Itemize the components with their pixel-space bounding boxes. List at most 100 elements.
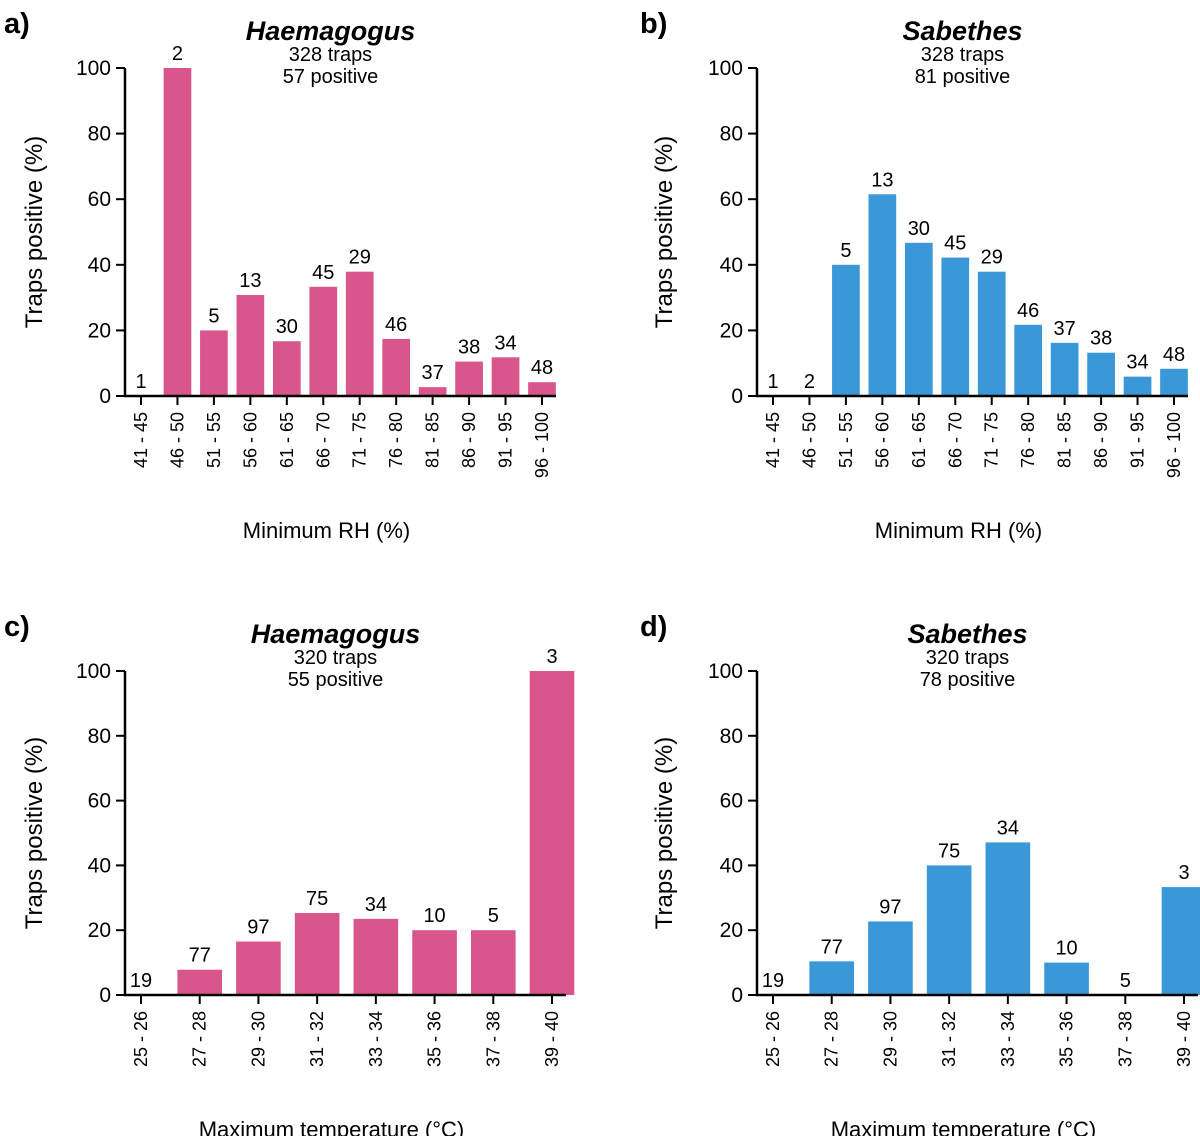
bar [382,338,411,396]
y-axis-title: Traps positive (%) [651,737,678,930]
data-label: 38 [1090,328,1112,350]
data-label: 77 [189,945,211,967]
x-tick-label: 51 - 55 [204,412,224,468]
bar [412,930,457,995]
x-tick-label: 71 - 75 [350,412,370,468]
y-tick-label: 60 [720,188,743,211]
data-label: 5 [488,905,499,927]
x-axis-title: Maximum temperature (°C) [831,1117,1097,1136]
chart-title: Haemagogus [246,16,416,46]
y-tick-label: 20 [88,919,111,942]
chart-note-line: 328 traps [289,44,372,66]
y-tick-label: 40 [88,854,111,877]
y-axis-title: Traps positive (%) [21,136,48,329]
y-tick-label: 60 [88,790,111,813]
y-tick-label: 100 [76,660,111,683]
chart-note-line: 78 positive [920,669,1016,691]
data-label: 34 [997,817,1019,839]
data-label: 97 [247,917,269,939]
x-tick-label: 33 - 34 [366,1011,386,1067]
y-tick-label: 0 [99,984,111,1007]
data-label: 77 [821,936,843,958]
x-tick-label: 96 - 100 [532,412,552,478]
data-label: 75 [306,888,328,910]
bar [353,918,399,995]
data-label: 34 [1126,352,1148,374]
bar [1050,342,1079,396]
data-label: 1 [135,371,146,393]
bar [832,264,860,396]
x-tick-label: 61 - 65 [909,412,929,468]
y-tick-label: 40 [720,854,743,877]
data-label: 37 [1054,318,1076,340]
x-tick-label: 31 - 32 [307,1011,327,1067]
y-tick-label: 60 [88,188,111,211]
x-tick-label: 86 - 90 [1091,412,1111,468]
y-tick-label: 60 [720,790,743,813]
x-tick-label: 61 - 65 [277,412,297,468]
y-tick-label: 80 [720,725,743,748]
bar [236,294,265,396]
data-label: 2 [804,371,815,393]
y-tick-label: 100 [708,57,743,80]
data-label: 19 [130,970,152,992]
x-tick-label: 41 - 45 [131,412,151,468]
bar [200,330,228,396]
bar [294,913,340,995]
data-label: 46 [1017,300,1039,322]
data-label: 75 [938,840,960,862]
bar [528,382,556,396]
bar [529,671,575,995]
y-axis-title: Traps positive (%) [651,136,678,329]
bar [345,271,374,396]
data-label: 13 [871,169,893,191]
y-tick-label: 20 [720,319,743,342]
data-label: 10 [1055,938,1077,960]
x-tick-label: 37 - 38 [483,1011,503,1067]
x-tick-label: 51 - 55 [836,412,856,468]
data-label: 5 [208,305,219,327]
bar [470,930,516,995]
x-tick-label: 76 - 80 [386,412,406,468]
bar [1160,368,1188,396]
x-tick-label: 33 - 34 [998,1011,1018,1067]
bar [904,242,933,396]
chart-note-line: 57 positive [283,66,379,88]
bar [868,194,897,396]
y-tick-label: 0 [731,984,743,1007]
x-tick-label: 41 - 45 [763,412,783,468]
data-label: 2 [172,43,183,65]
data-label: 45 [312,262,334,284]
y-tick-label: 40 [720,254,743,277]
bar [1123,376,1152,396]
x-tick-label: 91 - 95 [496,412,516,468]
data-label: 13 [239,270,261,292]
bar [418,387,447,396]
x-tick-label: 35 - 36 [425,1011,445,1067]
bar [985,842,1031,995]
bar [809,961,855,995]
x-tick-label: 39 - 40 [542,1011,562,1067]
chart-note-line: 81 positive [915,66,1011,88]
x-tick-label: 81 - 85 [1055,412,1075,468]
data-label: 3 [1178,862,1189,884]
x-tick-label: 56 - 60 [872,412,892,468]
chart-title: Haemagogus [251,619,421,649]
data-label: 5 [1120,970,1131,992]
x-tick-label: 35 - 36 [1057,1011,1077,1067]
bar [491,357,520,396]
chart-note-line: 320 traps [294,647,377,669]
bar [1014,324,1043,396]
x-tick-label: 25 - 26 [131,1011,151,1067]
data-label: 5 [840,240,851,262]
y-tick-label: 20 [720,919,743,942]
data-label: 48 [1163,344,1185,366]
bar [941,257,970,396]
data-label: 29 [349,247,371,269]
data-label: 1 [767,371,778,393]
bar [926,865,972,995]
bar [309,286,338,396]
y-tick-label: 80 [720,123,743,146]
